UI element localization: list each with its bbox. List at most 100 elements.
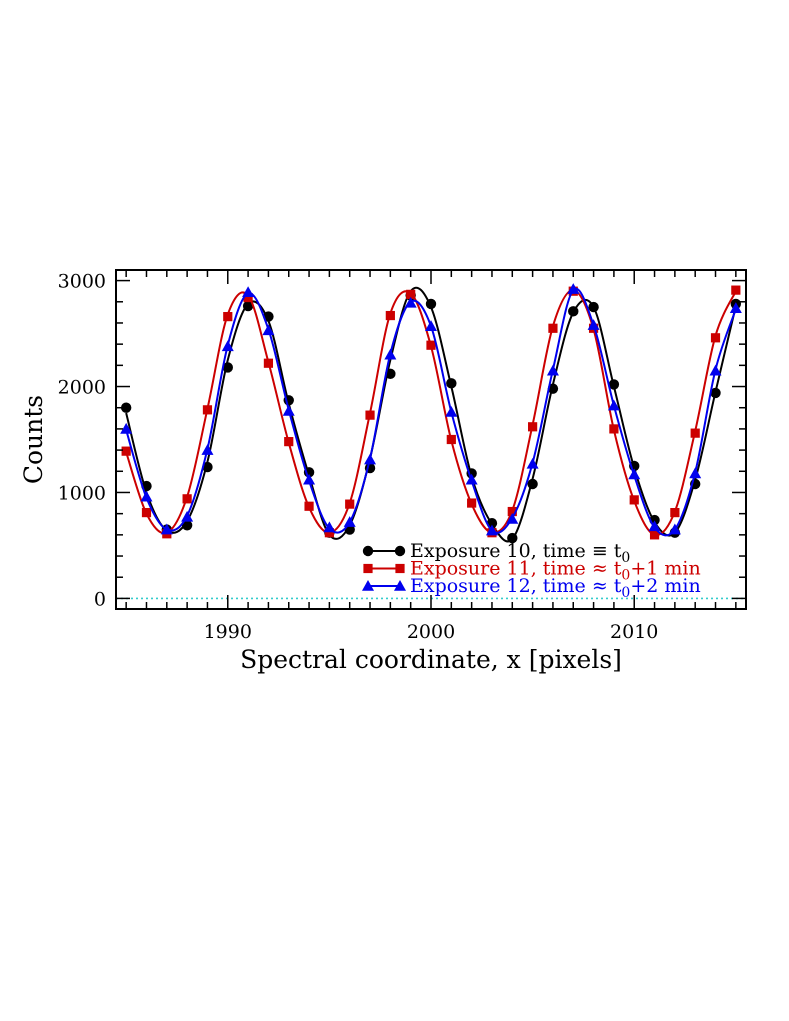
data-point	[121, 446, 131, 456]
legend-label-rel: ≡	[592, 540, 614, 562]
data-point	[629, 495, 639, 505]
data-point	[507, 532, 518, 544]
y-axis-label: Counts	[19, 395, 48, 484]
data-point	[710, 387, 721, 399]
data-point	[668, 523, 681, 535]
legend-label-sub: 0	[621, 568, 630, 584]
data-point	[528, 422, 538, 432]
legend-marker	[395, 563, 405, 574]
data-point	[547, 383, 559, 394]
data-point	[323, 521, 336, 533]
x-tick-label: 2010	[610, 621, 658, 643]
data-point	[710, 333, 721, 343]
legend-label-sub: 0	[621, 550, 630, 566]
legend-entry-3: Exposure 12, time ≈ t0+2 min	[362, 575, 701, 601]
legend-marker	[394, 580, 406, 591]
data-point	[568, 306, 579, 317]
legend-label: Exposure 12, time ≈ t0+2 min	[410, 575, 701, 601]
data-point	[160, 523, 173, 535]
data-point	[404, 296, 417, 308]
data-point	[221, 340, 234, 352]
data-point	[567, 283, 580, 294]
data-point	[690, 428, 700, 438]
data-point	[608, 379, 620, 390]
data-point	[365, 410, 375, 420]
data-point	[384, 348, 397, 360]
legend-label-t: t	[614, 558, 622, 580]
axis-ticks: 1990 2000 2010 0 1000 2000 3000	[58, 270, 746, 643]
data-point	[120, 422, 133, 434]
data-point	[181, 520, 193, 531]
data-point	[527, 478, 538, 490]
legend-label: Exposure 11, time ≈ t0+1 min	[410, 558, 701, 584]
data-point	[223, 312, 233, 322]
legend-label-rel: ≈	[592, 575, 614, 597]
data-point	[364, 453, 377, 465]
data-point	[202, 405, 213, 415]
data-point	[731, 285, 741, 295]
legend-label-rel: ≈	[592, 558, 614, 580]
data-point	[303, 473, 316, 485]
legend-label-tail: +2 min	[630, 575, 700, 597]
data-point	[548, 323, 558, 333]
data-point	[446, 434, 456, 445]
data-point	[141, 507, 152, 518]
data-point	[689, 467, 702, 479]
data-point	[588, 301, 599, 313]
legend-label-tail: +1 min	[630, 558, 700, 580]
legend-label-t: t	[614, 575, 622, 597]
data-point	[445, 405, 458, 417]
data-point	[506, 512, 519, 524]
data-point	[385, 310, 395, 321]
data-point	[343, 516, 356, 527]
data-point	[262, 324, 275, 336]
legend-marker	[363, 563, 373, 574]
legend-label-main: Exposure 10, time	[410, 540, 592, 562]
data-point	[425, 298, 437, 310]
legend-label: Exposure 10, time ≡ t0	[410, 540, 630, 566]
data-point	[385, 368, 396, 380]
data-point	[648, 520, 661, 532]
legend-label-main: Exposure 12, time	[410, 575, 592, 597]
series-1	[120, 286, 742, 544]
y-tick-label: 2000	[58, 377, 106, 399]
data-point	[182, 494, 192, 504]
data-point	[609, 424, 619, 434]
data-point	[284, 437, 294, 447]
data-point	[324, 528, 334, 538]
data-point	[243, 292, 253, 303]
legend-entry-2: Exposure 11, time ≈ t0+1 min	[363, 558, 701, 584]
data-point	[345, 499, 355, 509]
legend-label-sub: 0	[621, 585, 630, 601]
data-point	[201, 444, 214, 455]
data-point	[670, 507, 680, 518]
data-point	[446, 378, 457, 389]
data-point	[546, 364, 559, 376]
y-tick-label: 1000	[58, 482, 106, 504]
data-point	[202, 461, 213, 473]
data-point	[304, 501, 314, 511]
data-point	[140, 490, 153, 502]
data-point	[465, 473, 478, 485]
data-point	[507, 506, 517, 517]
data-point	[709, 364, 722, 376]
x-axis-label: Spectral coordinate, x [pixels]	[240, 645, 622, 674]
legend-marker	[362, 545, 374, 557]
legend-label-t: t	[614, 540, 622, 562]
data-point	[222, 362, 233, 373]
plot-area	[116, 283, 746, 600]
data-point	[628, 468, 641, 480]
legend-marker	[394, 545, 406, 557]
data-point	[242, 286, 255, 298]
data-point	[242, 300, 254, 312]
data-point	[649, 530, 660, 540]
data-point	[587, 319, 600, 330]
data-point	[425, 320, 437, 331]
y-tick-label: 3000	[58, 271, 106, 293]
x-tick-label: 2000	[407, 621, 455, 643]
data-point	[120, 402, 132, 413]
series-3	[120, 283, 742, 537]
legend-marker	[362, 580, 374, 591]
